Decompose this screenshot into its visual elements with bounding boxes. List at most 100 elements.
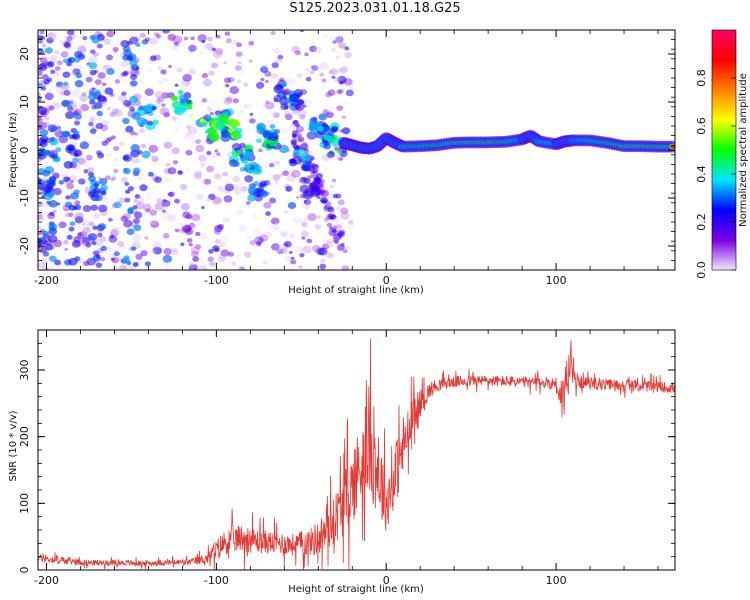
spectrogram-noise-dot: [132, 233, 142, 242]
spectrogram-noise-dot: [243, 104, 247, 108]
spectrogram-noise-dot: [292, 217, 301, 224]
spectrogram-noise-dot: [55, 125, 61, 131]
colorbar-tick-label: 0.6: [695, 117, 708, 135]
spectrogram-noise-dot: [244, 175, 254, 183]
spectrogram-streak-dot: [130, 144, 141, 152]
spectrogram-noise-dot: [135, 202, 145, 210]
spectrogram-noise-dot: [165, 178, 170, 182]
spectrogram-streak-dot: [39, 135, 49, 143]
spectrogram-noise-dot: [231, 261, 237, 266]
spectrogram-streak-dot: [47, 124, 58, 133]
spectrogram-noise-dot: [197, 257, 205, 263]
spectrogram-blob: [330, 134, 339, 142]
spectrogram-streak-dot: [49, 211, 55, 217]
spectrogram-noise-dot: [167, 167, 177, 175]
spectrogram-noise-dot: [336, 105, 344, 111]
spectrogram-noise-dot: [54, 50, 59, 55]
spectrogram-streak-dot: [95, 122, 104, 130]
spectrogram-noise-dot: [340, 212, 350, 220]
spectrogram-noise-dot: [344, 51, 352, 59]
spectrogram-tail-dot: [292, 144, 299, 150]
spectrogram-blob: [231, 142, 242, 151]
spectrogram-noise-dot: [191, 267, 198, 270]
spectrogram-noise-dot: [163, 248, 172, 255]
spectrogram-noise-dot: [59, 39, 65, 45]
spectrogram-blob: [268, 132, 279, 142]
spectrogram-streak-dot: [132, 262, 139, 267]
spectrogram-noise-dot: [133, 158, 141, 165]
spectrogram-noise-dot: [162, 30, 170, 34]
spectrogram-noise-dot: [101, 140, 109, 146]
spectrogram-blob: [273, 84, 284, 94]
spectrogram-noise-dot: [162, 199, 167, 203]
spectrogram-noise-dot: [212, 201, 218, 206]
spectrogram-noise-dot: [204, 178, 212, 185]
spectrogram-noise-dot: [162, 254, 173, 263]
spectrogram-noise-dot: [195, 144, 205, 153]
spectrogram-noise-dot: [98, 204, 108, 213]
spectrogram-noise-dot: [291, 45, 301, 53]
spectrogram-streak-dot: [135, 42, 141, 47]
spectrogram-noise-dot: [111, 108, 120, 115]
spectrogram-noise-dot: [336, 68, 342, 73]
spectrogram-streak-dot: [98, 177, 108, 185]
spectrogram-streak-dot: [88, 233, 98, 241]
spectrogram-noise-dot: [225, 96, 233, 103]
spectrogram-blob: [331, 140, 340, 147]
spectrogram-streak-dot: [133, 211, 143, 219]
spectrogram-noise-dot: [234, 65, 242, 71]
spectrogram-streak-dot: [63, 176, 70, 183]
spectrogram-x-tick-label: -100: [204, 274, 229, 287]
spectrogram-noise-dot: [58, 135, 69, 144]
spectrogram-noise-dot: [113, 168, 119, 174]
spectrogram-noise-dot: [111, 203, 119, 209]
spectrogram-noise-dot: [79, 104, 85, 110]
spectrogram-noise-dot: [272, 222, 281, 230]
spectrogram-noise-dot: [222, 217, 230, 224]
spectrogram-noise-dot: [280, 231, 288, 238]
spectrogram-noise-dot: [64, 247, 69, 252]
spectrogram-tail-dot: [329, 226, 334, 230]
spectrogram-noise-dot: [43, 121, 51, 127]
spectrogram-streak-dot: [74, 120, 81, 126]
snr-x-tick-label: 0: [383, 574, 390, 587]
snr-series-line: [38, 338, 675, 570]
spectrogram-streak-dot: [38, 63, 48, 72]
spectrogram-noise-dot: [87, 221, 93, 227]
spectrogram-noise-dot: [248, 41, 255, 46]
spectrogram-noise-dot: [48, 105, 55, 111]
spectrogram-tail-dot: [316, 195, 321, 200]
spectrogram-noise-dot: [110, 176, 117, 181]
spectrogram-noise-dot: [74, 216, 84, 224]
spectrogram-noise-dot: [234, 183, 244, 192]
spectrogram-noise-dot: [233, 98, 240, 104]
spectrogram-noise-dot: [152, 246, 163, 255]
spectrogram-streak-dot: [127, 207, 134, 214]
spectrogram-noise-dot: [152, 240, 162, 249]
spectrogram-blob: [299, 184, 310, 194]
spectrogram-noise-dot: [120, 60, 129, 68]
spectrogram-blob: [337, 149, 343, 154]
spectrogram-noise-dot: [71, 41, 81, 50]
spectrogram-streak-dot: [45, 243, 54, 251]
spectrogram-noise-dot: [46, 266, 55, 270]
spectrogram-noise-dot: [38, 245, 47, 254]
spectrogram-noise-dot: [222, 178, 230, 185]
spectrogram-noise-dot: [161, 141, 168, 147]
spectrogram-blob: [292, 156, 303, 165]
spectrogram-noise-dot: [340, 66, 349, 74]
spectrogram-noise-dot: [229, 98, 236, 105]
spectrogram-noise-dot: [74, 80, 84, 88]
spectrogram-noise-dot: [270, 72, 279, 79]
spectrogram-noise-dot: [161, 200, 165, 205]
spectrogram-noise-dot: [82, 160, 89, 167]
spectrogram-noise-dot: [103, 65, 110, 70]
spectrogram-streak-dot: [74, 50, 83, 58]
spectrogram-noise-dot: [88, 251, 94, 256]
spectrogram-noise-dot: [341, 265, 350, 270]
spectrogram-noise-dot: [42, 177, 47, 181]
spectrogram-noise-dot: [325, 92, 332, 98]
spectrogram-noise-dot: [305, 67, 311, 72]
spectrogram-noise-dot: [112, 46, 119, 53]
spectrogram-noise-dot: [224, 183, 235, 192]
